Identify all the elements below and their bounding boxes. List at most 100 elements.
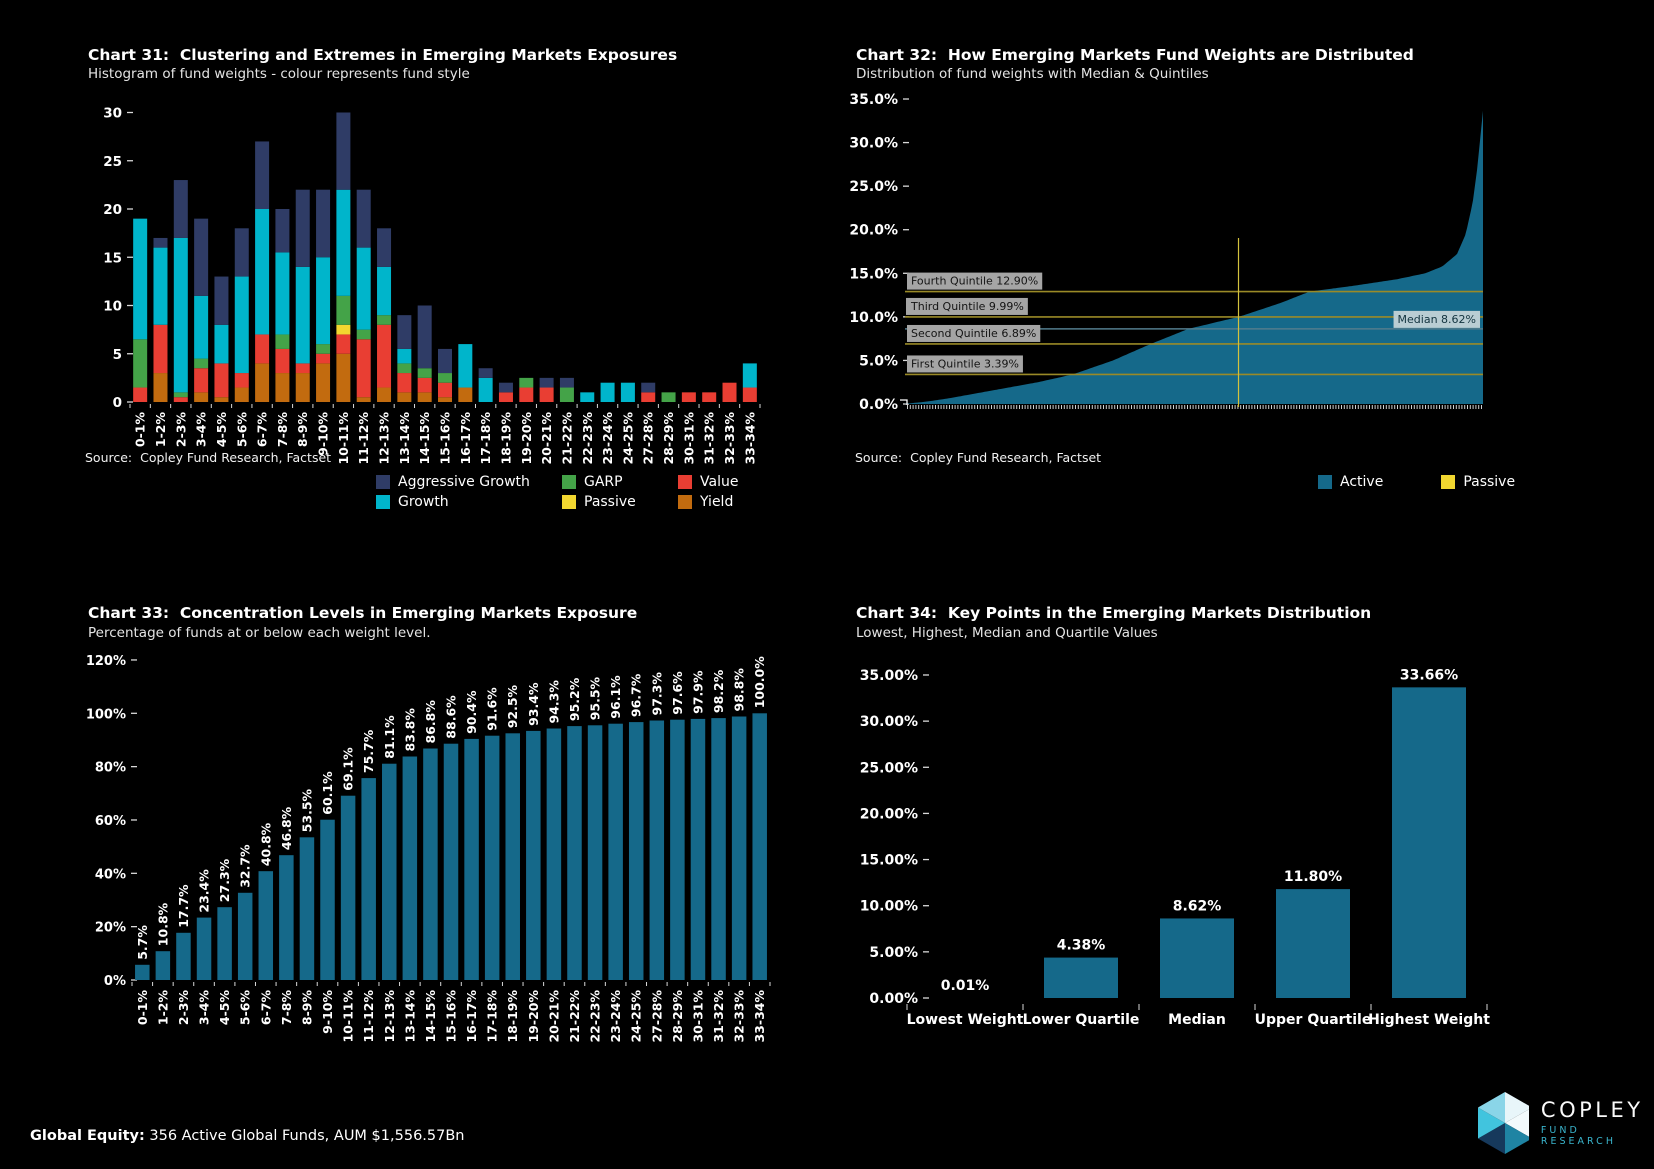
bar-segment-growth bbox=[133, 218, 148, 340]
chart34-title: Chart 34: Key Points in the Emerging Mar… bbox=[856, 604, 1372, 622]
bar-segment-value bbox=[519, 387, 534, 402]
cumulative-bar bbox=[196, 917, 212, 980]
marker-label: First Quintile 3.39% bbox=[911, 357, 1019, 370]
copley-logo: COPLEY FUND RESEARCH bbox=[1478, 1092, 1654, 1154]
x-tick-label: 5-6% bbox=[234, 412, 249, 448]
bar-segment-aggressive-growth bbox=[377, 228, 392, 267]
x-tick-label: 7-8% bbox=[279, 990, 294, 1026]
x-tick-label: Upper Quartile bbox=[1255, 1012, 1372, 1028]
cumulative-bar bbox=[135, 964, 150, 980]
x-tick-label: 5-6% bbox=[238, 990, 253, 1026]
bar-segment-garp bbox=[377, 315, 392, 325]
cumulative-bar bbox=[526, 730, 541, 980]
logo-hex-segment bbox=[1478, 1123, 1505, 1154]
bar-segment-growth bbox=[620, 382, 635, 402]
bar-segment-growth bbox=[580, 392, 595, 402]
chart31-plot: 0 5 10 15 20 25 30 0-1% 1-2% 2-3% 3-4% 4-5% 5-6% 6-7%… bbox=[103, 106, 761, 465]
x-tick-label: 2-3% bbox=[176, 990, 191, 1026]
legend-swatch-icon bbox=[376, 495, 390, 509]
x-tick-label: 30-31% bbox=[690, 990, 705, 1043]
marker-label-bg bbox=[907, 324, 1041, 342]
bar-segment-garp bbox=[438, 373, 452, 383]
bar-segment-aggressive-growth bbox=[356, 189, 371, 248]
bar-segment-value bbox=[275, 348, 290, 374]
keypoint-bar bbox=[1276, 889, 1350, 998]
bar-value-label: 96.1% bbox=[608, 675, 623, 719]
x-tick-label: 33-34% bbox=[742, 412, 757, 465]
x-tick-label: 19-20% bbox=[519, 412, 534, 465]
bar-segment-value bbox=[316, 353, 331, 364]
cumulative-bar bbox=[731, 716, 747, 980]
legend-item: Passive bbox=[562, 494, 678, 510]
keypoint-bar bbox=[1392, 687, 1466, 998]
bar-segment-yield bbox=[397, 392, 412, 402]
x-tick-label: 8-9% bbox=[299, 990, 314, 1026]
bar-segment-aggressive-growth bbox=[336, 112, 351, 190]
logo-brand: COPLEY bbox=[1540, 1098, 1644, 1123]
bar-segment-growth bbox=[194, 295, 209, 359]
bar-segment-growth bbox=[234, 276, 249, 374]
bar-segment-growth bbox=[600, 382, 615, 402]
bar-segment-yield bbox=[234, 387, 249, 402]
x-tick-label: 17-18% bbox=[478, 412, 493, 465]
bar-segment-aggressive-growth bbox=[295, 189, 310, 267]
legend-label: Passive bbox=[584, 494, 636, 510]
chart32-source: Source: Copley Fund Research, Factset bbox=[855, 450, 1102, 465]
bar-segment-value bbox=[133, 387, 148, 402]
legend-item: Passive bbox=[1441, 474, 1515, 490]
bar-value-label: 75.7% bbox=[361, 729, 376, 773]
bar-value-label: 90.4% bbox=[464, 690, 479, 734]
bar-segment-aggressive-growth bbox=[214, 276, 229, 325]
x-tick-label: 21-22% bbox=[559, 412, 574, 465]
bar-value-label: 93.4% bbox=[526, 682, 541, 726]
bar-value-label: 97.9% bbox=[690, 670, 705, 714]
x-tick-label: Highest Weight bbox=[1368, 1012, 1490, 1028]
bar-segment-garp bbox=[417, 368, 432, 378]
x-tick-label: 22-23% bbox=[580, 412, 595, 465]
y-tick-label: 35.0% bbox=[850, 92, 898, 108]
marker-label: Median 8.62% bbox=[1398, 313, 1476, 326]
bar-segment-value bbox=[722, 382, 737, 402]
bar-value-label: 17.7% bbox=[176, 884, 191, 928]
bar-segment-value bbox=[498, 392, 513, 402]
bar-value-label: 0.01% bbox=[941, 978, 990, 994]
bar-segment-value bbox=[234, 373, 249, 388]
x-tick-label: 30-31% bbox=[681, 412, 696, 465]
x-tick-label: 24-25% bbox=[620, 412, 635, 465]
x-tick-label: 7-8% bbox=[275, 412, 290, 448]
copley-logo-hexagon-icon bbox=[1478, 1092, 1529, 1154]
bar-segment-garp bbox=[397, 363, 412, 374]
x-tick-label: 14-15% bbox=[423, 990, 438, 1043]
bar-segment-value bbox=[377, 324, 392, 388]
chart33-title: Chart 33: Concentration Levels in Emergi… bbox=[88, 604, 638, 622]
bar-segment-value bbox=[336, 334, 351, 354]
bar-segment-growth bbox=[316, 257, 331, 345]
x-tick-label: 32-33% bbox=[722, 412, 737, 465]
bar-segment-aggressive-growth bbox=[498, 382, 513, 393]
cumulative-bar bbox=[711, 718, 726, 980]
cumulative-bar bbox=[155, 951, 171, 980]
bar-value-label: 27.3% bbox=[217, 858, 232, 902]
x-tick-label: 10-11% bbox=[341, 990, 356, 1043]
y-tick-label: 30.0% bbox=[850, 136, 898, 152]
bar-segment-garp bbox=[336, 295, 351, 325]
bar-value-label: 40.8% bbox=[258, 822, 273, 866]
chart31-legend: Aggressive Growth GARP Value Growth Passive Y… bbox=[376, 474, 802, 510]
bar-segment-garp bbox=[519, 377, 534, 388]
y-tick-label: 100% bbox=[86, 707, 126, 722]
x-tick-label: 15-16% bbox=[438, 412, 453, 465]
legend-label: Active bbox=[1340, 474, 1384, 490]
x-tick-label: 13-14% bbox=[397, 412, 412, 465]
x-tick-label: 28-29% bbox=[670, 990, 685, 1043]
x-tick-label: 12-13% bbox=[377, 412, 392, 465]
chart32-legend: Active Passive bbox=[1318, 474, 1515, 490]
y-tick-label: 15.00% bbox=[860, 853, 918, 869]
legend-swatch-icon bbox=[562, 495, 576, 509]
bar-value-label: 97.6% bbox=[670, 671, 685, 715]
logo-hex-segment bbox=[1505, 1123, 1529, 1154]
bar-segment-value bbox=[702, 392, 717, 402]
bar-value-label: 95.2% bbox=[567, 677, 582, 721]
bar-segment-aggressive-growth bbox=[559, 377, 574, 388]
y-tick-label: 20 bbox=[103, 202, 122, 218]
y-tick-label: 25 bbox=[103, 154, 122, 170]
